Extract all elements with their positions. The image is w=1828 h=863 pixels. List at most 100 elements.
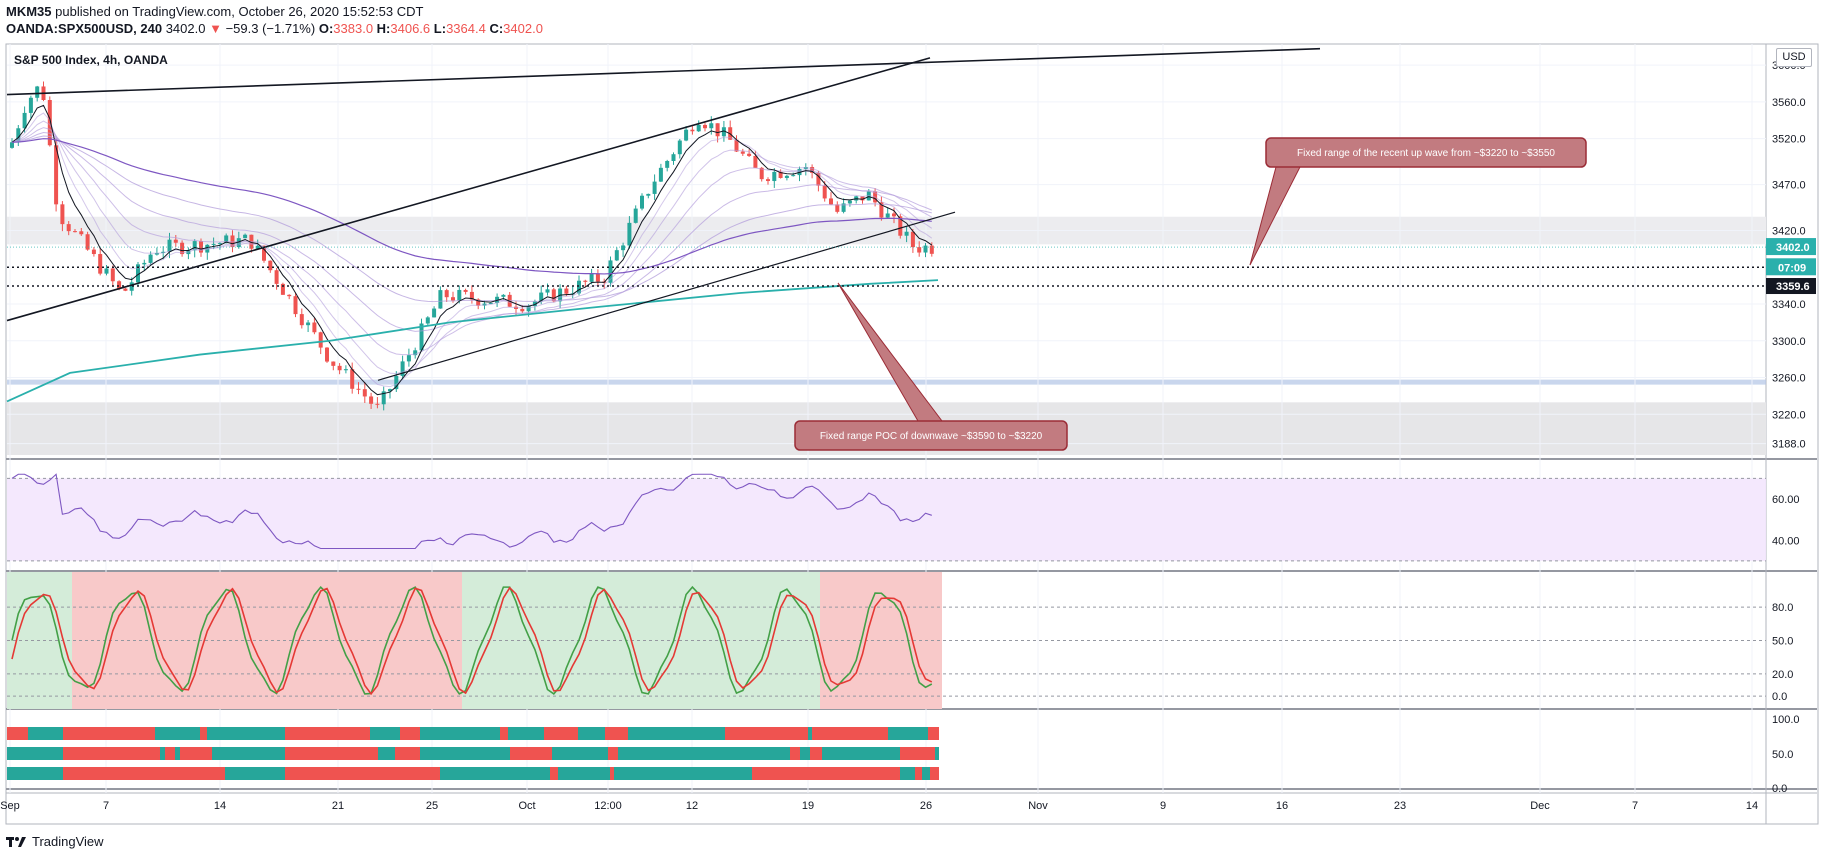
candle — [60, 204, 65, 225]
candle — [243, 234, 248, 239]
ma-200-line — [6, 279, 939, 403]
x-tick-label: 9 — [1160, 800, 1166, 812]
candle — [255, 245, 260, 249]
level-text: 3359.6 — [1776, 281, 1810, 293]
candle — [318, 332, 323, 348]
candle — [740, 151, 745, 154]
ribbon-segment — [7, 767, 63, 780]
countdown-tag — [1766, 258, 1816, 276]
candle — [66, 224, 71, 232]
ema-line — [11, 132, 932, 332]
candle — [394, 375, 399, 390]
ribbon-segment — [928, 727, 939, 740]
candle — [671, 154, 676, 162]
ribbon-segment — [225, 767, 285, 780]
x-tick-label: 14 — [1746, 800, 1758, 812]
candle — [262, 245, 266, 261]
y-tick-label: 3520.0 — [1772, 134, 1806, 146]
stoch-tick-label: 20.0 — [1772, 669, 1793, 681]
author-name[interactable]: MKM35 — [6, 4, 52, 19]
low-value: 3364.4 — [446, 21, 486, 36]
y-tick-label: 3220.0 — [1772, 409, 1806, 421]
ribbon-segment — [28, 727, 63, 740]
ema-slow-line — [11, 138, 932, 275]
chart-canvas[interactable]: Sep 7 14 21 25 Oct 12:00 12 19 26 Nov 9 16 23 Dec 7 14 31… — [0, 0, 1828, 832]
x-tick-label: 7 — [103, 800, 109, 812]
candle — [400, 361, 405, 376]
price-change: −59.3 (−1.71%) — [225, 21, 316, 36]
ribbon-segment — [558, 767, 610, 780]
candle — [608, 260, 613, 283]
trendline-channel-upper — [6, 57, 931, 322]
ribbon-segment — [610, 767, 614, 780]
candle — [173, 239, 178, 243]
x-tick-label: Sep — [0, 800, 20, 812]
y-tick-label: 3470.0 — [1772, 180, 1806, 192]
candle — [898, 216, 903, 236]
footer: TradingView — [6, 834, 104, 849]
candle — [444, 290, 449, 298]
ribbon-segment — [812, 727, 888, 740]
candle — [451, 297, 455, 301]
candle — [640, 195, 644, 209]
candle — [35, 86, 40, 98]
ribbon-segment — [180, 747, 212, 760]
candle — [199, 241, 203, 253]
ribbon-segment — [510, 747, 552, 760]
candle — [696, 124, 701, 132]
x-tick-label: 26 — [920, 800, 932, 812]
candle — [161, 251, 166, 253]
candle — [192, 241, 197, 251]
candle — [217, 243, 222, 245]
candle — [577, 280, 581, 294]
candle — [910, 231, 915, 248]
ribbon-segment — [618, 747, 790, 760]
x-tick-label: 23 — [1394, 800, 1406, 812]
x-tick-label: 7 — [1632, 800, 1638, 812]
x-tick-label: 12 — [686, 800, 698, 812]
ribbon-segment — [200, 727, 207, 740]
publish-line: MKM35 published on TradingView.com, Octo… — [6, 4, 423, 20]
candle — [703, 124, 707, 129]
footer-brand[interactable]: TradingView — [32, 834, 104, 849]
candle — [98, 254, 103, 274]
candle — [236, 238, 241, 248]
countdown-text: 07:09 — [1778, 262, 1806, 274]
candle — [520, 308, 525, 312]
high-value: 3406.6 — [390, 21, 431, 36]
stoch-d-line — [11, 586, 933, 696]
candle — [772, 171, 777, 182]
ribbon-segment — [605, 727, 628, 740]
candle — [406, 355, 411, 362]
x-tick-label: 12:00 — [594, 800, 622, 812]
candle — [104, 268, 109, 274]
candle — [690, 129, 695, 132]
candle — [892, 213, 896, 217]
x-tick-label: Oct — [518, 800, 535, 812]
candle — [929, 245, 934, 254]
ribbon-segment — [628, 727, 725, 740]
ribbon-segment — [888, 727, 928, 740]
candle — [419, 323, 424, 351]
ribbon-segment — [63, 727, 155, 740]
candle — [923, 245, 928, 253]
candle — [583, 280, 588, 282]
currency-button[interactable]: USD — [1776, 48, 1812, 67]
candle — [375, 403, 380, 405]
ribbon-segment — [822, 747, 900, 760]
candle — [306, 322, 311, 326]
candle — [501, 294, 506, 297]
candle — [841, 203, 846, 212]
candle — [136, 264, 140, 283]
ribbon-segment — [155, 727, 200, 740]
candle — [280, 283, 285, 295]
candle — [847, 200, 852, 204]
ema-line — [11, 120, 933, 375]
candle — [791, 175, 796, 177]
high-label: H: — [376, 21, 391, 36]
candle — [287, 294, 292, 297]
candle — [129, 282, 134, 291]
ema-line — [11, 127, 933, 356]
x-tick-label: 21 — [332, 800, 344, 812]
trendline-top — [6, 47, 1321, 96]
